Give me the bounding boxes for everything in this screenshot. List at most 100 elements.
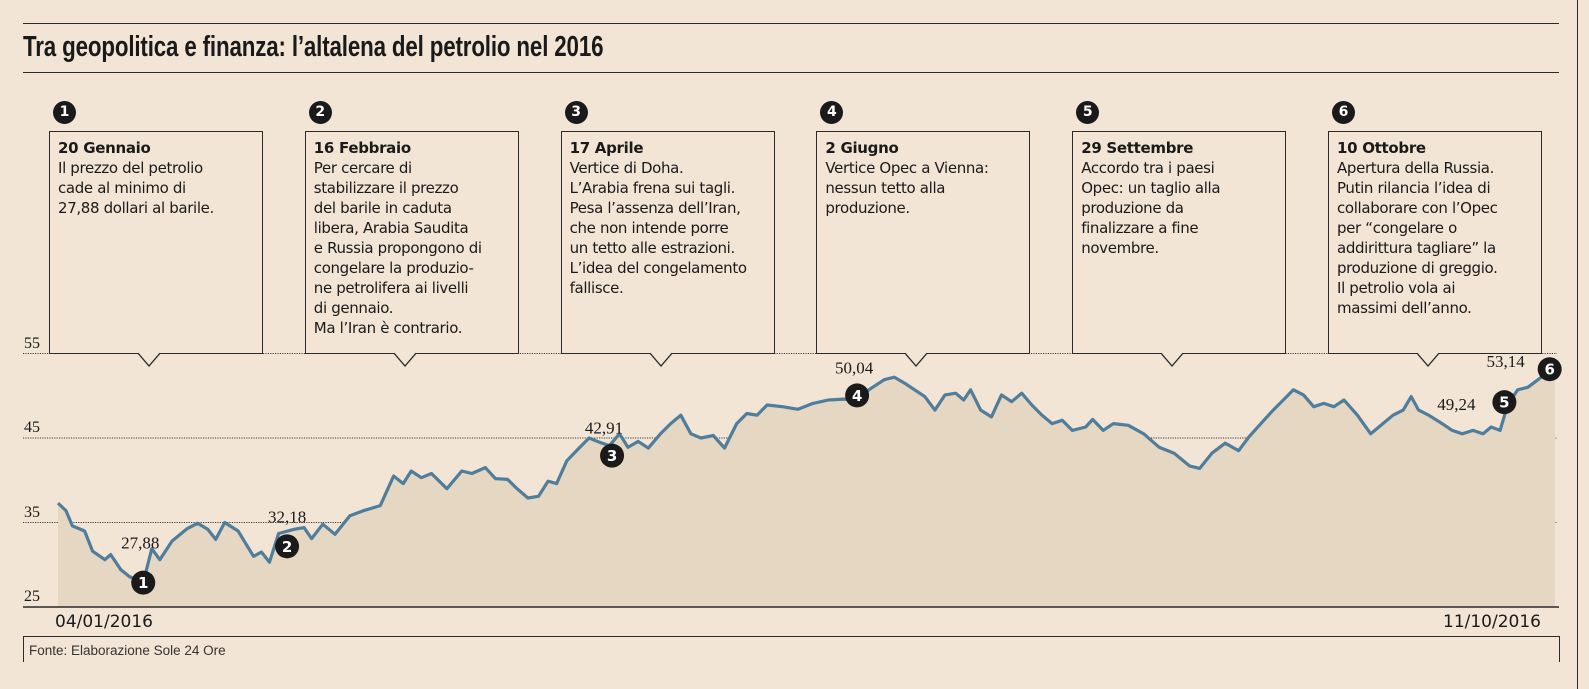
y-tick-label: 55 — [24, 334, 40, 352]
right-frame-line — [1577, 0, 1578, 689]
event-text-line: L’idea del congelamento — [569, 259, 747, 277]
y-tick-label: 35 — [24, 503, 40, 521]
event-date: 17 Aprile — [569, 139, 644, 157]
event-callout: 20 Gennaio Il prezzo del petrolio cade al … — [49, 131, 263, 354]
event-text-line: Vertice Opec a Vienna: — [825, 159, 989, 177]
callout-pointer — [649, 352, 673, 367]
marker-number: 3 — [607, 447, 617, 465]
callout-pointer — [393, 352, 417, 367]
event-text-line: L’Arabia frena sui tagli. — [569, 179, 736, 197]
marker-circle — [1537, 357, 1562, 382]
annotation-marker-5: 5 — [1492, 390, 1517, 415]
event-date: 2 Giugno — [825, 139, 899, 157]
annotation-marker-3: 3 — [600, 443, 625, 468]
event-text-line: Putin rilancia l’idea di — [1337, 179, 1491, 197]
annotation-marker-4: 4 — [845, 383, 870, 408]
callout-pointer — [1416, 352, 1440, 367]
marker-number: 2 — [282, 538, 292, 556]
event-text-line: finalizzare a fine — [1081, 219, 1199, 237]
event-text-line: massimi dell’anno. — [1337, 299, 1472, 317]
data-label: 27,88 — [121, 534, 159, 553]
y-tick-label: 45 — [24, 419, 40, 436]
event-text-line: Per cercare di — [313, 159, 412, 177]
event-number-badge: 3 — [564, 101, 588, 124]
chart-title: Tra geopolitica e finanza: l’altalena de… — [23, 31, 604, 63]
event-text-line: Accordo tra i paesi — [1081, 159, 1215, 177]
y-tick-label: 25 — [24, 588, 40, 605]
x-start-label: 04/01/2016 — [55, 612, 153, 632]
event-callout: 10 Ottobre Apertura della Russia. Putin ri… — [1328, 131, 1542, 354]
marker-circle — [275, 534, 300, 559]
event-text-line: produzione di greggio. — [1337, 259, 1498, 277]
event-text-line: libera, Arabia Saudita — [313, 219, 469, 237]
event-text-line: Il prezzo del petrolio — [58, 159, 203, 177]
source-note: Fonte: Elaborazione Sole 24 Ore — [29, 643, 226, 658]
event-number-badge: 4 — [820, 101, 844, 124]
data-label: 50,04 — [835, 358, 874, 377]
event-text-line: congelare la produzio- — [313, 259, 474, 277]
marker-number: 6 — [1544, 361, 1554, 379]
annotation-marker-6: 6 — [1537, 357, 1562, 382]
event-text-line: produzione da — [1081, 199, 1184, 217]
event-text-line: Ma l’Iran è contrario. — [313, 319, 463, 337]
data-label: 53,14 — [1487, 352, 1526, 371]
data-label: 42,91 — [585, 419, 623, 438]
annotation-marker-1: 1 — [131, 570, 156, 595]
event-text-line: produzione. — [825, 199, 910, 217]
top-rule — [23, 23, 1559, 24]
event-date: 10 Ottobre — [1337, 139, 1426, 157]
event-text-line: Apertura della Russia. — [1337, 159, 1495, 177]
event-text-line: che non intende porre — [569, 219, 729, 237]
event-callout: 17 Aprile Vertice di Doha. L’Arabia frena … — [560, 131, 775, 354]
event-callout: 29 Settembre Accordo tra i paesi Opec: un … — [1072, 131, 1287, 354]
marker-circle — [131, 570, 156, 595]
event-text-line: addirittura tagliare” la — [1337, 239, 1496, 257]
event-text-line: Pesa l’assenza dell’Iran, — [569, 199, 741, 217]
event-callout: 16 Febbraio Per cercare di stabilizzare il… — [304, 131, 519, 354]
event-text-line: collaborare con l’Opec — [1337, 199, 1498, 217]
event-text-line: per “congelare o — [1337, 219, 1457, 237]
event-text-line: nessun tetto alla — [825, 179, 946, 197]
event-text-line: ne petrolifera ai livelli — [313, 279, 469, 297]
marker-number: 5 — [1499, 394, 1509, 412]
event-number-badge: 1 — [53, 101, 76, 124]
event-text-line: Opec: un taglio alla — [1081, 179, 1221, 197]
event-text-line: cade al minimo di — [58, 179, 186, 197]
annotation-marker-2: 2 — [275, 534, 300, 559]
callout-pointer — [1160, 352, 1184, 367]
marker-number: 1 — [138, 574, 148, 592]
marker-circle — [845, 383, 870, 408]
event-number-badge: 2 — [308, 101, 332, 124]
event-text-line: del barile in caduta — [313, 199, 452, 217]
data-label: 49,24 — [1437, 395, 1476, 414]
event-text-line: novembre. — [1081, 239, 1159, 257]
event-text-line: 27,88 dollari al barile. — [58, 199, 214, 217]
price-line — [56, 367, 1556, 585]
source-right-tick — [1559, 636, 1560, 662]
marker-number: 4 — [852, 387, 862, 405]
source-rule — [23, 636, 1559, 637]
event-date: 16 Febbraio — [313, 139, 411, 157]
event-text-line: fallisce. — [569, 279, 624, 297]
title-rule — [23, 72, 1559, 73]
event-text-line: e Russia propongono di — [313, 239, 482, 257]
marker-circle — [600, 443, 625, 468]
event-date: 20 Gennaio — [58, 139, 151, 157]
callout-pointer — [137, 352, 161, 367]
event-text-line: stabilizzare il prezzo — [313, 179, 459, 197]
marker-circle — [1492, 390, 1517, 415]
price-area — [58, 369, 1555, 607]
x-end-label: 11/10/2016 — [1443, 612, 1541, 632]
event-text-line: Vertice di Doha. — [569, 159, 684, 177]
event-number-badge: 5 — [1076, 101, 1100, 124]
event-text-line: un tetto alle estrazioni. — [569, 239, 736, 257]
event-date: 29 Settembre — [1081, 139, 1194, 157]
event-number-badge: 6 — [1332, 101, 1355, 124]
event-callout: 2 Giugno Vertice Opec a Vienna: nessun tet… — [816, 131, 1031, 354]
callout-pointer — [904, 352, 928, 367]
event-text-line: Il petrolio vola ai — [1337, 279, 1456, 297]
source-left-tick — [23, 636, 24, 662]
data-label: 32,18 — [268, 507, 306, 526]
event-text-line: di gennaio. — [313, 299, 394, 317]
